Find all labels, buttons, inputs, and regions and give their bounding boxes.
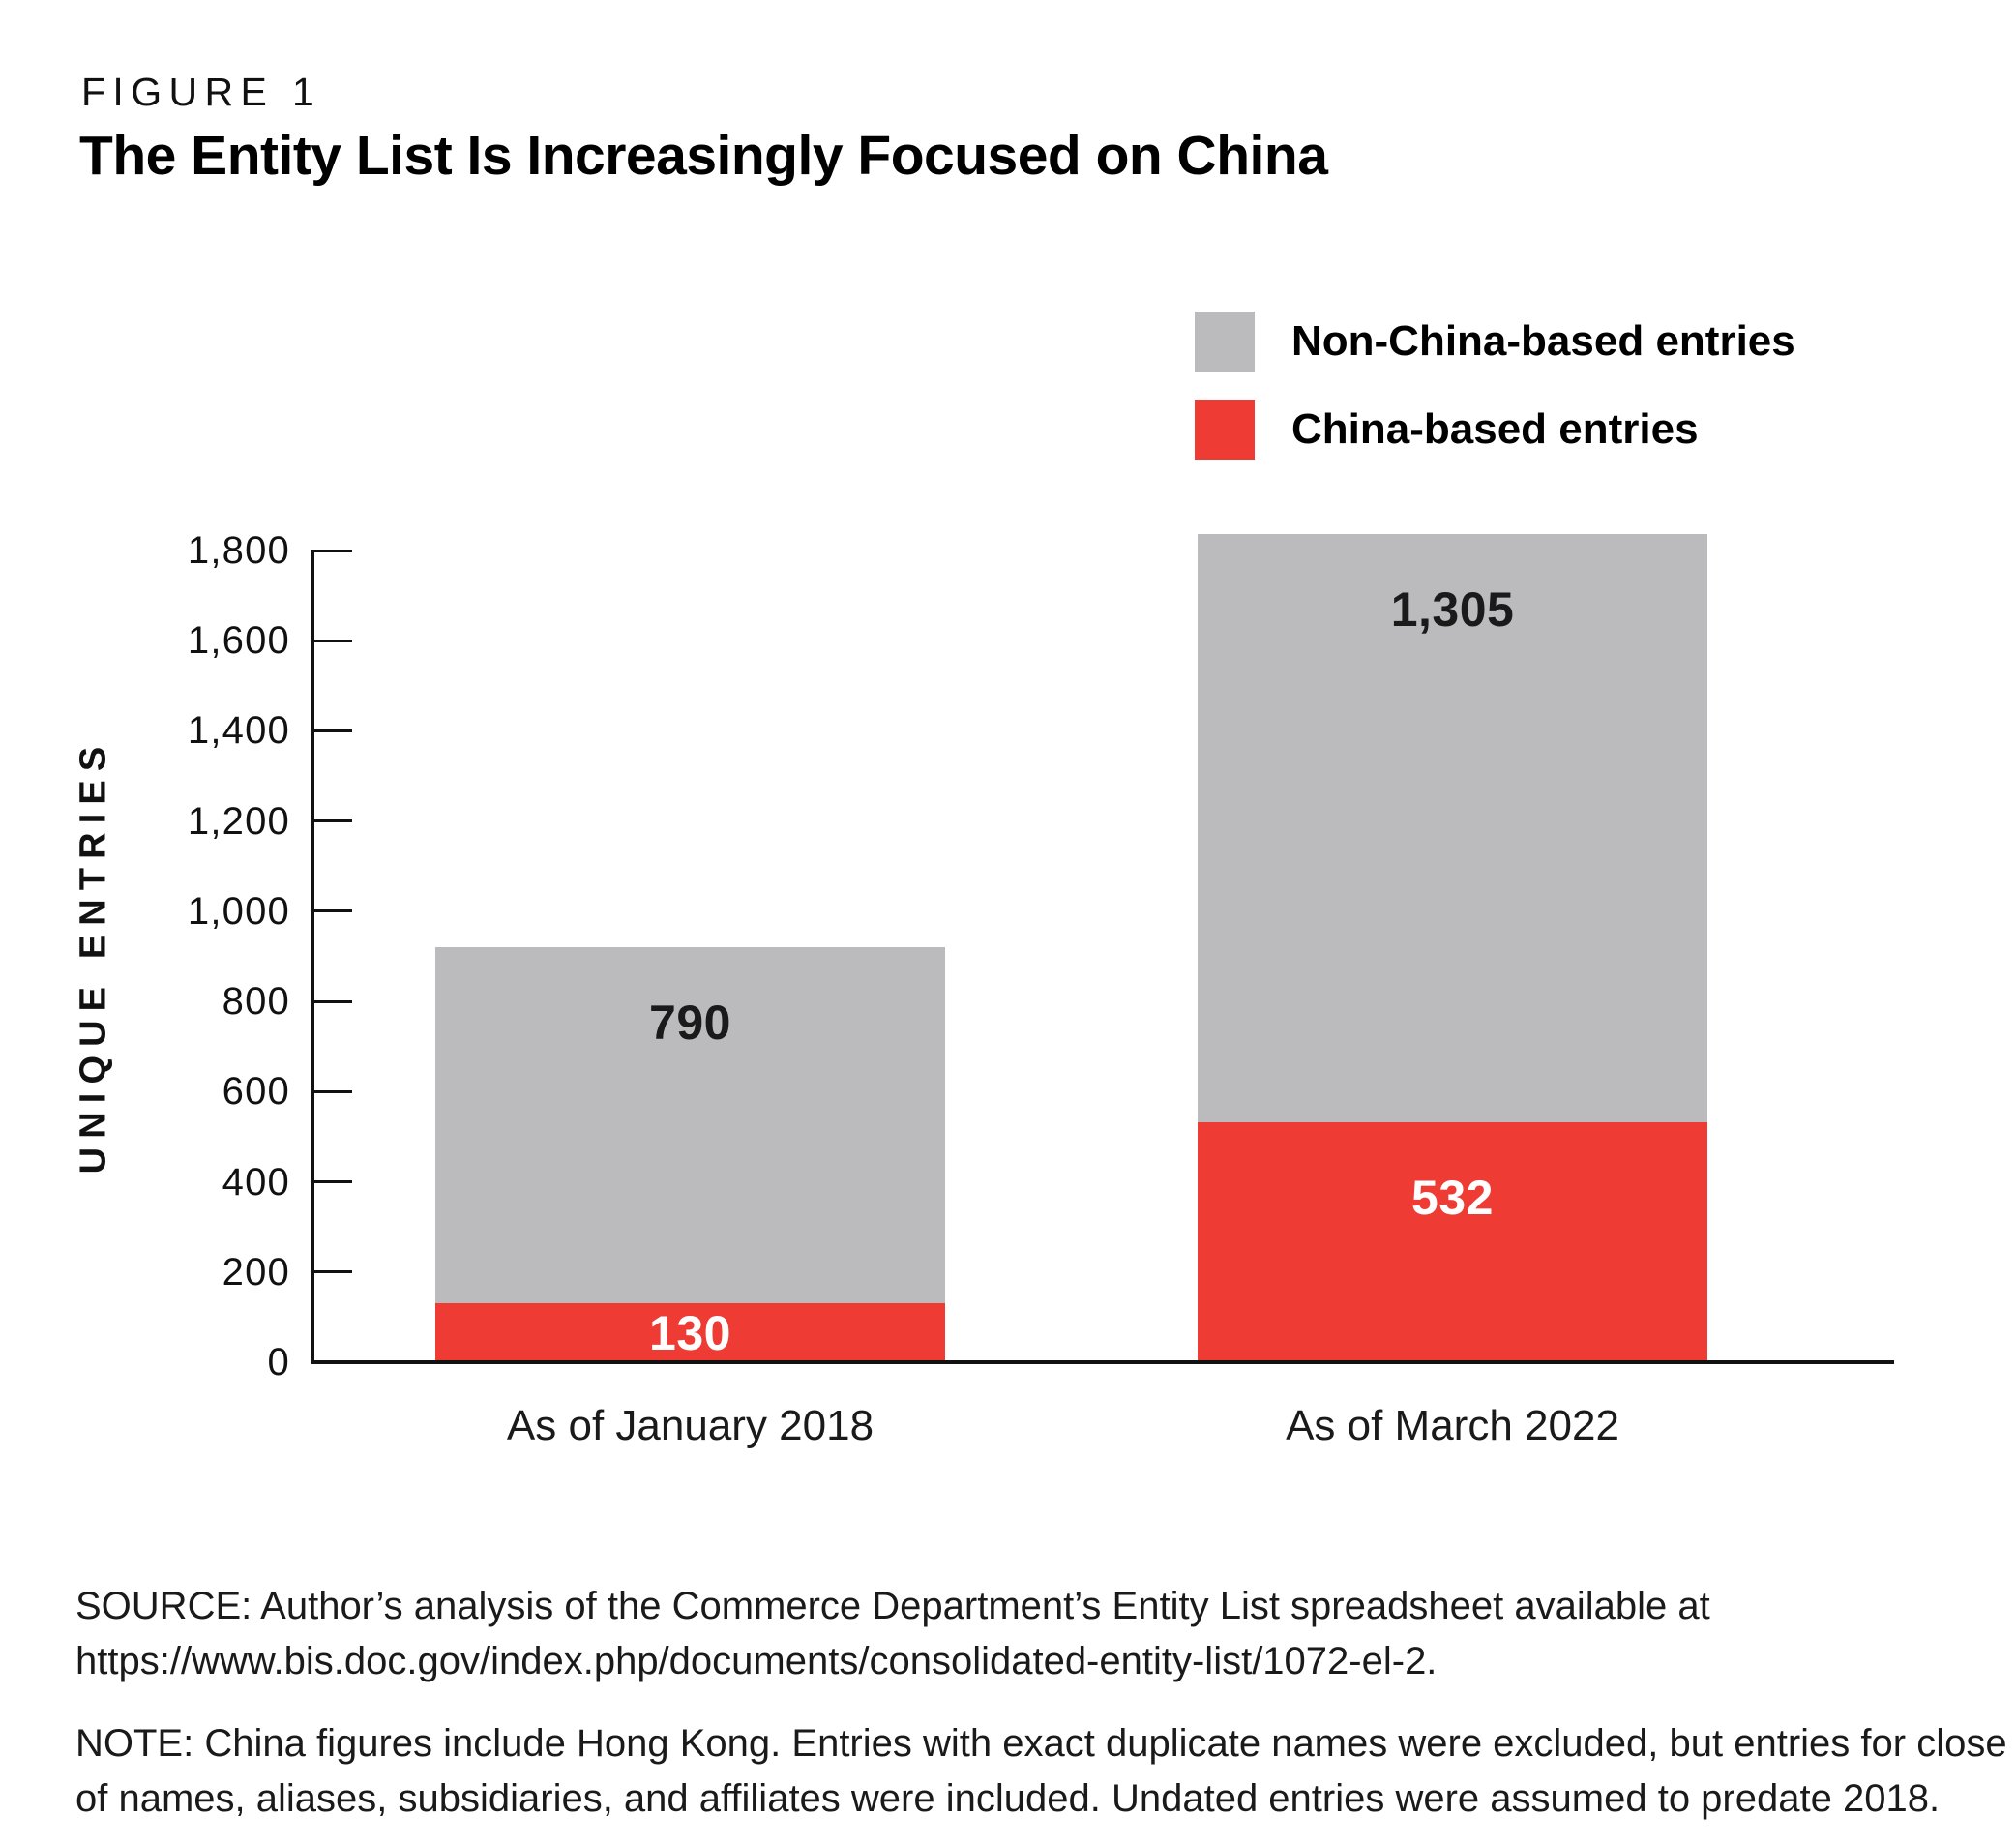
y-tick-label: 1,600 (187, 619, 290, 663)
legend-label-non-china: Non-China-based entries (1291, 317, 1795, 365)
legend-swatch-china (1195, 400, 1255, 460)
source-line-2: https://www.bis.doc.gov/index.php/docume… (75, 1640, 1438, 1682)
legend-swatch-non-china (1195, 312, 1255, 372)
y-tick-label: 1,400 (187, 709, 290, 753)
y-tick-label: 1,200 (187, 799, 290, 843)
source-text: SOURCE: Author’s analysis of the Commerc… (75, 1579, 1972, 1689)
bar-value-label: 790 (649, 996, 731, 1051)
y-tick-mark (311, 729, 352, 732)
y-tick-label: 1,000 (187, 889, 290, 933)
y-tick-label: 600 (222, 1070, 290, 1114)
y-tick-mark (311, 549, 352, 552)
y-tick-label: 200 (222, 1250, 290, 1294)
y-tick-label: 800 (222, 980, 290, 1024)
note-line-1: NOTE: China figures include Hong Kong. E… (75, 1722, 2016, 1765)
legend-item-non-china: Non-China-based entries (1195, 312, 1795, 372)
bar-value-label: 532 (1411, 1171, 1494, 1226)
y-axis-line (311, 551, 314, 1362)
legend: Non-China-based entries China-based entr… (1195, 312, 1795, 488)
bar-segment-china (435, 1303, 945, 1362)
bar-value-label: 130 (649, 1305, 731, 1360)
y-tick-mark (311, 1089, 352, 1093)
y-tick-mark (311, 909, 352, 913)
x-axis-label: As of January 2018 (506, 1402, 875, 1449)
y-tick-mark (311, 819, 352, 823)
x-axis-baseline (311, 1360, 1894, 1364)
figure-label: FIGURE 1 (81, 70, 322, 114)
bar-value-label: 1,305 (1390, 581, 1515, 637)
y-tick-label: 1,800 (187, 529, 290, 572)
y-tick-label: 0 (267, 1341, 290, 1384)
y-tick-label: 400 (222, 1160, 290, 1204)
y-tick-mark (311, 1180, 352, 1184)
bar-segment-china (1198, 1122, 1707, 1362)
y-tick-mark (311, 639, 352, 642)
source-line-1: SOURCE: Author’s analysis of the Commerc… (75, 1585, 1710, 1627)
bar-segment-non-china (435, 947, 945, 1304)
figure-title: The Entity List Is Increasingly Focused … (79, 125, 1328, 187)
legend-label-china: China-based entries (1291, 405, 1699, 453)
note-text: NOTE: China figures include Hong Kong. E… (75, 1716, 2016, 1827)
y-tick-mark (311, 999, 352, 1003)
x-axis-label: As of March 2022 (1286, 1402, 1619, 1449)
legend-item-china: China-based entries (1195, 400, 1795, 460)
bar-segment-non-china (1198, 533, 1707, 1123)
y-tick-mark (311, 1270, 352, 1274)
note-line-2: of names, aliases, subsidiaries, and aff… (75, 1777, 1941, 1820)
